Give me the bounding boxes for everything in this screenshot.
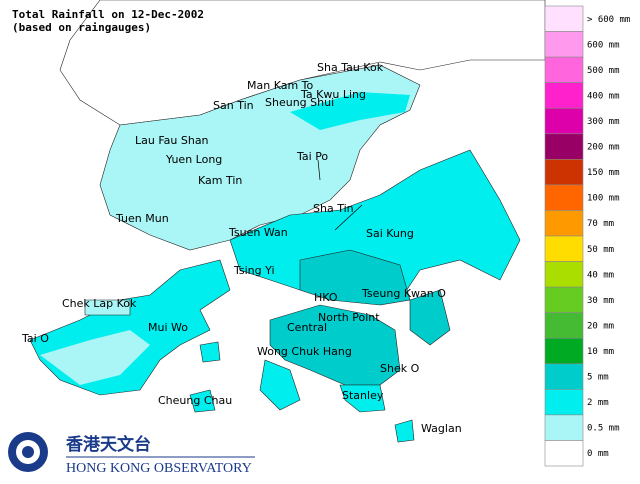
legend: > 600 mm 600 mm 500 mm 400 mm 300 mm 200 mm 15… <box>544 5 630 467</box>
legend-label: 0 mm <box>587 449 609 459</box>
place-label: Ta Kwu Ling <box>300 88 366 101</box>
place-label: Shek O <box>380 362 420 375</box>
legend-swatch <box>544 107 584 135</box>
place-label: Central <box>287 321 327 334</box>
place-label: Tseung Kwan O <box>361 287 446 300</box>
legend-swatch <box>544 261 584 288</box>
logo: 香港天文台 HONG KONG OBSERVATORY <box>8 432 255 476</box>
legend-swatch <box>544 363 584 390</box>
rain-gauge-label-layer <box>317 159 363 231</box>
legend-swatch <box>544 56 584 83</box>
place-label: Waglan <box>421 422 462 435</box>
legend-label: 30 mm <box>587 296 614 306</box>
place-label: Tai Po <box>296 150 328 163</box>
legend-label: 20 mm <box>587 321 614 331</box>
logo-english: HONG KONG OBSERVATORY <box>66 461 252 476</box>
legend-label: 50 mm <box>587 245 614 255</box>
legend-label: 10 mm <box>587 347 614 357</box>
legend-label: 100 mm <box>587 194 620 204</box>
place-label: Lau Fau Shan <box>135 134 209 147</box>
legend-swatch <box>544 184 584 211</box>
map-land <box>29 0 546 443</box>
place-label: Sha Tau Kok <box>317 61 384 74</box>
legend-swatch <box>544 337 584 365</box>
legend-swatch <box>544 159 584 186</box>
legend-swatch <box>544 414 584 441</box>
legend-swatch <box>544 440 584 467</box>
place-label: Man Kam To <box>247 79 314 92</box>
legend-swatch <box>544 82 584 109</box>
place-label: Tsuen Wan <box>228 226 288 239</box>
legend-label: 2 mm <box>587 398 609 408</box>
legend-swatch <box>544 286 584 313</box>
place-label: HKO <box>314 291 338 304</box>
legend-label: 200 mm <box>587 143 620 153</box>
place-label: North Point <box>318 311 380 324</box>
place-label: Sai Kung <box>366 227 414 240</box>
river <box>317 159 321 181</box>
legend-swatch <box>544 312 584 339</box>
legend-label: 0.5 mm <box>587 424 620 434</box>
legend-label: > 600 mm <box>587 15 630 25</box>
legend-label: 400 mm <box>587 91 620 101</box>
legend-swatch <box>544 235 584 262</box>
legend-label: 40 mm <box>587 270 614 280</box>
river <box>334 204 363 231</box>
legend-label: 70 mm <box>587 219 614 229</box>
place-label: Cheung Chau <box>158 394 232 407</box>
place-label: Wong Chuk Hang <box>257 345 352 358</box>
legend-swatch <box>544 389 584 416</box>
place-label: Yuen Long <box>165 153 222 166</box>
place-label: Tsing Yi <box>233 264 275 277</box>
legend-label: 300 mm <box>587 117 620 127</box>
legend-label: 150 mm <box>587 168 620 178</box>
place-label: Tuen Mun <box>115 212 169 225</box>
place-label: Mui Wo <box>148 321 188 334</box>
legend-label: 5 mm <box>587 373 609 383</box>
legend-label: 500 mm <box>587 66 620 76</box>
place-label: Sha Tin <box>313 202 354 215</box>
place-label: Stanley <box>342 389 384 402</box>
legend-swatch <box>544 5 584 32</box>
place-label: San Tin <box>213 99 254 112</box>
legend-swatch <box>544 31 584 58</box>
legend-swatch <box>544 210 584 237</box>
place-label: Tai O <box>21 332 49 345</box>
place-labels: Sha Tau Kok Man Kam To Ta Kwu Ling San T… <box>21 61 462 435</box>
legend-label: 600 mm <box>587 40 620 50</box>
legend-swatch <box>544 133 584 160</box>
place-label: Sheung Shui <box>265 96 334 109</box>
logo-chinese: 香港天文台 <box>66 434 151 455</box>
place-label: Chek Lap Kok <box>62 297 137 310</box>
subtitle: (based on raingauges) <box>12 21 151 34</box>
title: Total Rainfall on 12-Dec-2002 <box>12 8 204 21</box>
place-label: Kam Tin <box>198 174 242 187</box>
